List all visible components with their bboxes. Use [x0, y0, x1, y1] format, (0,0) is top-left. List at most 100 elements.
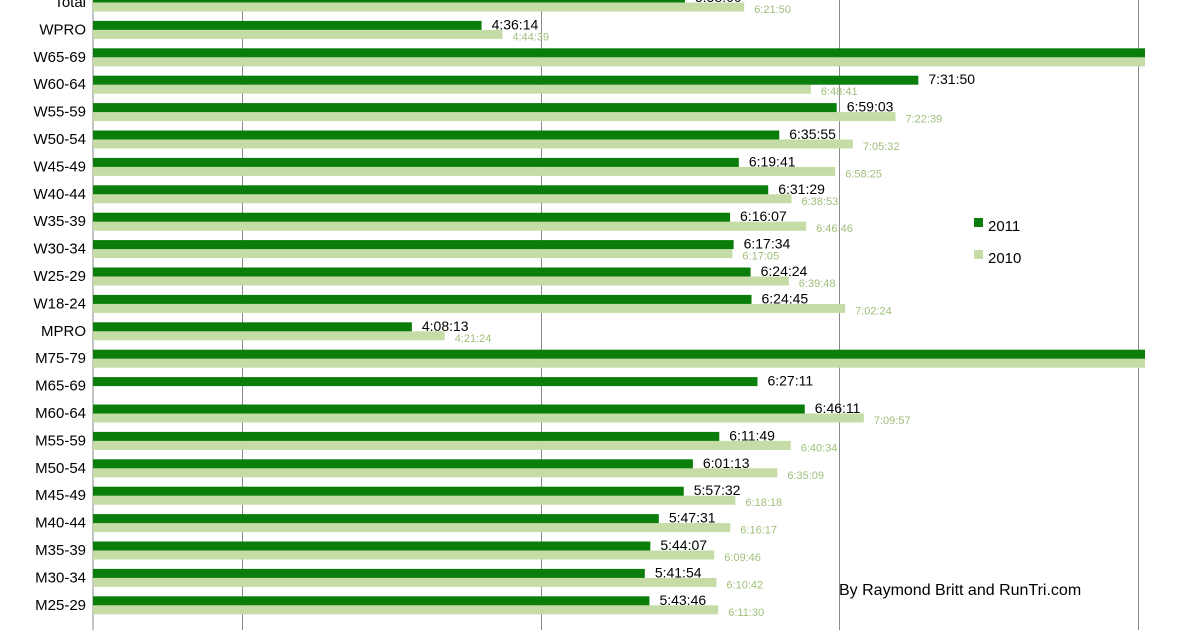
category-label: W30-34 [33, 241, 86, 258]
legend-label-2011: 2011 [988, 218, 1020, 235]
value-label-2010: 6:10:42 [726, 579, 763, 591]
bar-2011-W40-44 [93, 185, 769, 195]
bar-2011-MPRO [93, 322, 412, 332]
bar-2011-W18-24 [93, 294, 752, 304]
category-label: M45-49 [35, 487, 86, 504]
bar-2010-W45-49 [93, 166, 836, 176]
category-label: W35-39 [33, 213, 86, 230]
value-label-2010: 6:58:25 [845, 168, 882, 180]
category-labels: Total WPRO W65-69 W60-64 W55-59 W50-54 W45-49 W… [33, 0, 86, 614]
value-label-2010: 6:18:18 [745, 497, 782, 509]
category-label: M35-39 [35, 542, 86, 559]
value-label-2010: 7:02:24 [855, 305, 892, 317]
bar-2010-MPRO [93, 331, 445, 341]
value-label-2011: 6:11:49 [729, 427, 775, 443]
value-label-2011: 6:24:45 [762, 290, 809, 306]
category-label: W25-29 [33, 268, 86, 285]
bar-2011-M40-44 [93, 514, 659, 524]
category-label: W55-59 [33, 104, 86, 121]
bar-2011-M35-39 [93, 541, 651, 551]
bar-2011-M50-54 [93, 459, 693, 469]
bar-2011-M55-59 [93, 431, 720, 441]
category-label: WPRO [39, 21, 86, 38]
value-label-2010: 7:05:32 [863, 141, 900, 153]
bar-2010-W18-24 [93, 303, 846, 313]
bar-2011-M60-64 [93, 404, 805, 414]
bar-2011-W55-59 [93, 103, 837, 113]
value-label-2011: 6:59:03 [847, 99, 894, 115]
bar-2011-M75-79 [93, 349, 1145, 359]
value-label-2011: 6:31:29 [778, 181, 825, 197]
value-label-2010: 4:21:24 [455, 333, 492, 345]
category-label: W40-44 [33, 186, 86, 203]
bar-2010-WPRO [93, 29, 503, 39]
bar-2011-M45-49 [93, 486, 684, 496]
value-label-2011: 4:36:14 [492, 16, 539, 32]
legend-swatch-2011 [974, 218, 983, 227]
bar-2011-W30-34 [93, 240, 734, 250]
value-label-2011: 5:57:32 [694, 482, 741, 498]
value-label-2010: 6:17:05 [742, 251, 779, 263]
bar-2010-W65-69 [93, 57, 1145, 67]
category-label: M75-79 [35, 350, 86, 367]
bar-2011-M25-29 [93, 596, 650, 606]
bar-2010-W35-39 [93, 221, 807, 231]
credit-annotation: By Raymond Britt and RunTri.com [839, 582, 1081, 599]
category-label: M40-44 [35, 515, 86, 532]
value-label-2011: 6:19:41 [749, 153, 796, 169]
category-label: Total [54, 0, 86, 11]
value-label-2011: 5:58:00 [695, 0, 742, 5]
value-label-2011: 6:17:34 [744, 236, 791, 252]
bar-2010-W40-44 [93, 194, 792, 204]
category-label: M65-69 [35, 378, 86, 395]
value-label-2010: 6:39:48 [799, 278, 836, 290]
category-label: M25-29 [35, 597, 86, 614]
bar-2010-M75-79 [93, 358, 1145, 368]
value-label-2010: 7:22:39 [906, 114, 943, 126]
bar-2011-W50-54 [93, 130, 780, 140]
bar-2010-M40-44 [93, 523, 731, 533]
value-labels: 6:21:50 5:58:00 4:44:394:36:14 6:48:41 7:31:… [422, 0, 975, 619]
legend-swatch-2010 [974, 250, 983, 259]
bar-2010-Total [93, 2, 745, 12]
value-label-2011: 5:43:46 [659, 592, 706, 608]
category-label: M55-59 [35, 432, 86, 449]
bar-2010-M45-49 [93, 495, 736, 505]
value-label-2011: 5:44:07 [660, 537, 707, 553]
category-label: M30-34 [35, 569, 86, 586]
value-label-2010: 6:46:46 [816, 223, 853, 235]
value-label-2011: 4:08:13 [422, 318, 469, 334]
bar-2011-W45-49 [93, 157, 739, 167]
category-label: W18-24 [33, 295, 86, 312]
category-label: M60-64 [35, 405, 86, 422]
value-label-2010: 6:40:34 [801, 442, 838, 454]
value-label-2010: 6:21:50 [754, 4, 791, 16]
bar-2010-W25-29 [93, 276, 789, 286]
bar-2010-M60-64 [93, 413, 864, 423]
value-label-2010: 6:38:53 [801, 196, 838, 208]
value-label-2011: 6:16:07 [740, 208, 787, 224]
legend: 2011 2010 [974, 218, 1021, 267]
bar-2010-W30-34 [93, 249, 733, 259]
value-label-2010: 4:44:39 [512, 31, 549, 43]
value-label-2010: 6:16:17 [740, 525, 777, 537]
bar-2011-W25-29 [93, 267, 751, 277]
bar-2010-M50-54 [93, 468, 778, 478]
bar-2010-W55-59 [93, 112, 896, 122]
value-label-2011: 6:46:11 [815, 400, 861, 416]
bar-2011-W60-64 [93, 75, 919, 85]
value-label-2011: 5:47:31 [669, 510, 716, 526]
category-label: W65-69 [33, 49, 86, 66]
bar-2010-M30-34 [93, 577, 717, 587]
value-label-2011: 6:01:13 [703, 455, 750, 471]
bars [93, 0, 1145, 615]
bar-2010-M25-29 [93, 605, 719, 615]
category-label: MPRO [41, 323, 86, 340]
bar-2010-M35-39 [93, 550, 715, 560]
bar-2010-M55-59 [93, 440, 791, 450]
category-label: W45-49 [33, 158, 86, 175]
value-label-2010: 6:11:30 [728, 607, 764, 619]
bar-2011-W65-69 [93, 48, 1145, 58]
